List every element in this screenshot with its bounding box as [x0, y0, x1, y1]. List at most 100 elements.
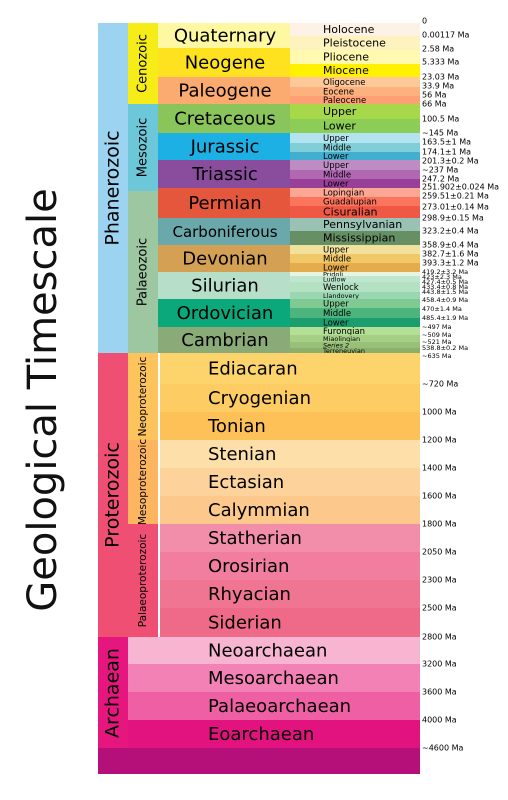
period-label: Ediacaran: [208, 359, 298, 380]
epoch-block: [290, 342, 420, 348]
age-label: 427.4±0.5 Ma: [422, 278, 468, 286]
epoch-block: [290, 64, 420, 77]
period-block: [158, 245, 290, 272]
age-label: 174.1±1 Ma: [422, 148, 471, 157]
era-block: [128, 191, 158, 353]
period-block: [160, 580, 420, 608]
period-block: [160, 496, 420, 524]
age-label: 323.2±0.4 Ma: [422, 227, 479, 236]
age-label: 2300 Ma: [422, 576, 457, 585]
epoch-label: Pleistocene: [323, 37, 386, 50]
epoch-block: [290, 87, 420, 96]
eon-block: [98, 23, 128, 353]
epoch-block: [290, 197, 420, 206]
epoch-label: Middle: [323, 309, 351, 319]
age-label: 1000 Ma: [422, 408, 457, 417]
epoch-block: [290, 327, 420, 335]
period-label: Tonian: [207, 416, 266, 437]
age-label: 298.9±0.15 Ma: [422, 214, 484, 223]
epoch-label: Eocene: [323, 88, 354, 98]
epoch-label: Lower: [323, 319, 349, 329]
period-label: Neogene: [185, 53, 266, 74]
age-label: 1200 Ma: [422, 436, 457, 445]
age-label: 470±1.4 Ma: [422, 305, 462, 313]
epoch-block: [290, 119, 420, 133]
epoch-block: [290, 170, 420, 179]
age-label: 0: [422, 17, 427, 26]
epoch-label: Middle: [323, 171, 351, 181]
epoch-block: [290, 36, 420, 50]
epoch-block: [290, 96, 420, 104]
epoch-block: [290, 160, 420, 170]
epoch-block: [290, 272, 420, 276]
eon-block: [98, 637, 128, 748]
age-label: 419.2±3.2 Ma: [422, 268, 468, 276]
period-block: [158, 104, 290, 133]
era-block: [128, 104, 158, 191]
epoch-label: Lower: [323, 180, 349, 190]
period-block: [128, 664, 420, 692]
period-label: Statherian: [208, 528, 302, 549]
period-block: [158, 188, 290, 218]
epoch-label: Pliocene: [323, 51, 369, 64]
epoch-block: [290, 263, 420, 272]
epoch-block: [290, 188, 420, 197]
period-label: Rhyacian: [208, 584, 291, 605]
age-label: 1600 Ma: [422, 492, 457, 501]
age-label: ~635 Ma: [422, 352, 452, 360]
period-block: [160, 412, 420, 440]
age-label: ~509 Ma: [422, 331, 452, 339]
epoch-label: Pridoli: [323, 271, 343, 279]
epoch-block: [290, 335, 420, 342]
period-block: [128, 637, 420, 664]
era-block: [128, 524, 158, 637]
period-label: Silurian: [191, 276, 259, 297]
age-label: 458.4±0.9 Ma: [422, 296, 468, 304]
epoch-label: Upper: [323, 161, 349, 171]
period-label: Cryogenian: [208, 388, 311, 409]
era-block: [128, 440, 158, 524]
age-label: 0.00117 Ma: [422, 31, 470, 40]
age-label: 247.2 Ma: [422, 175, 459, 184]
epoch-block: [290, 254, 420, 263]
age-label: 56 Ma: [422, 91, 447, 100]
period-block: [158, 218, 290, 245]
age-label: ~521 Ma: [422, 338, 452, 346]
epoch-label: Paleocene: [323, 96, 366, 106]
eon-block: [98, 353, 128, 637]
period-label: Paleogene: [178, 81, 271, 102]
period-block: [158, 272, 290, 299]
age-label: 1400 Ma: [422, 464, 457, 473]
period-label: Devonian: [182, 249, 267, 270]
period-block: [158, 77, 290, 104]
period-label: Eoarchaean: [208, 724, 314, 745]
age-label: 382.7±1.6 Ma: [422, 250, 479, 259]
epoch-label: Lopingian: [323, 189, 364, 199]
epoch-block: [290, 245, 420, 254]
epoch-label: Upper: [323, 246, 349, 256]
epoch-block: [290, 348, 420, 353]
period-label: Ectasian: [208, 472, 284, 493]
age-label: 538.8±0.2 Ma: [422, 344, 468, 352]
period-block: [160, 608, 420, 637]
epoch-block: [290, 292, 420, 299]
epoch-block: [290, 133, 420, 143]
period-block: [160, 468, 420, 496]
epoch-block: [290, 218, 420, 231]
epoch-label: Holocene: [323, 23, 375, 36]
age-label: 163.5±1 Ma: [422, 138, 471, 147]
period-block: [128, 692, 420, 720]
era-block: [128, 353, 158, 440]
period-label: Ordovician: [177, 303, 274, 324]
era-label: Neoproterozoic: [137, 356, 149, 436]
age-label: 485.4±1.9 Ma: [422, 314, 468, 322]
period-label: Carboniferous: [172, 223, 277, 241]
period-label: Quaternary: [174, 26, 277, 47]
period-block: [128, 720, 420, 748]
epoch-label: Upper: [323, 300, 349, 310]
eon-label: Proterozoic: [102, 442, 124, 548]
age-label: 2050 Ma: [422, 548, 457, 557]
era-label: Mesozoic: [136, 118, 151, 177]
epoch-block: [290, 276, 420, 282]
age-label: 66 Ma: [422, 100, 447, 109]
